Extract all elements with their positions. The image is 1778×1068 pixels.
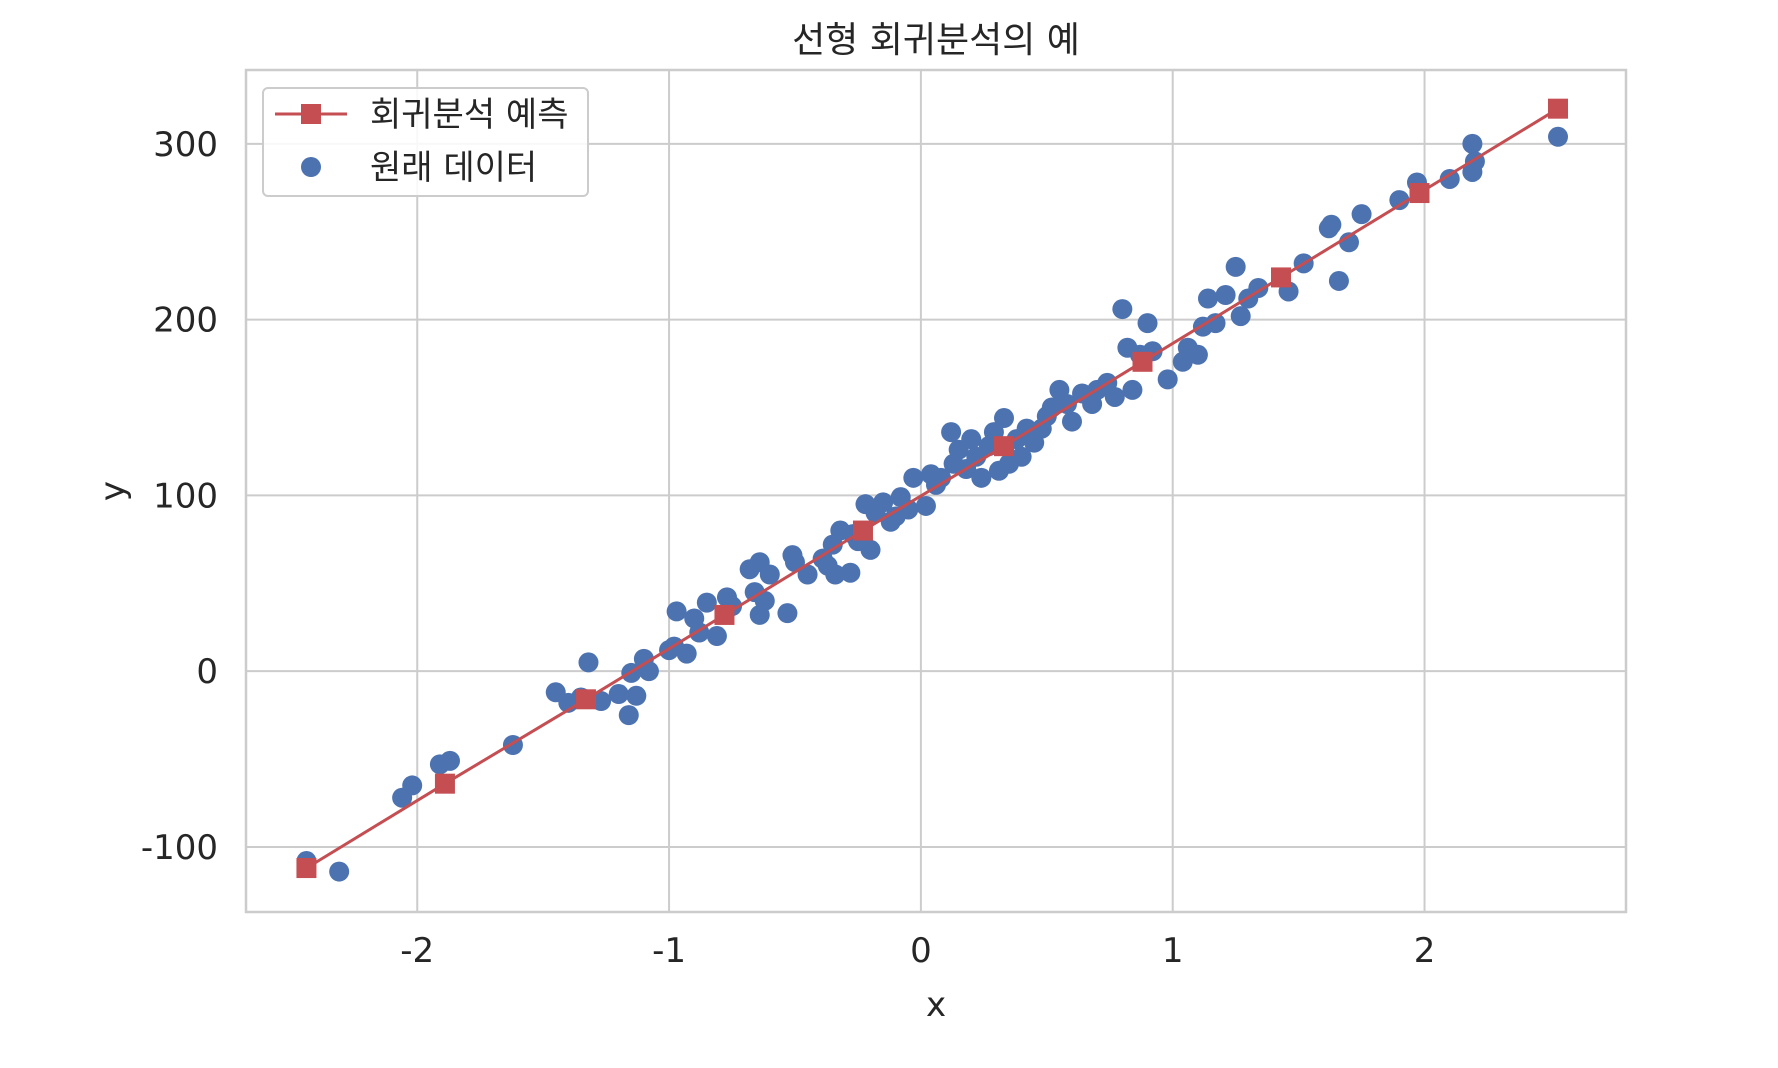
data-point [1230,306,1251,327]
data-point [618,705,639,726]
data-point [1439,168,1460,189]
data-point [1328,270,1349,291]
legend-circle-marker [301,157,321,177]
prediction-marker [434,773,455,794]
data-point [754,590,775,611]
data-point [1056,393,1077,414]
data-point [666,601,687,622]
prediction-marker [993,436,1014,457]
y-tick-label: 0 [196,652,218,692]
series-layer [296,98,1569,882]
data-point [898,499,919,520]
data-point [1389,190,1410,211]
data-point [961,429,982,450]
data-point [1548,126,1569,147]
data-point [1321,214,1342,235]
data-point [1225,256,1246,277]
prediction-marker [1271,267,1291,288]
prediction-marker [714,604,735,625]
y-tick-label: 200 [153,301,218,341]
data-point [993,408,1014,429]
y-tick-label: 300 [153,125,218,165]
data-point [1462,133,1483,154]
regression-line [305,107,1559,870]
plot-area-frame [244,68,1628,914]
y-tick-label: 100 [153,476,218,516]
data-point [1187,344,1208,365]
legend-label-original: 원래 데이터 [370,148,537,188]
x-axis-label: x [926,985,946,1025]
data-point [402,775,423,796]
data-point [903,467,924,488]
data-point [797,564,818,585]
data-point [626,685,647,706]
legend-label-prediction: 회귀분석 예측 [370,95,569,135]
data-point [706,626,727,647]
data-point [696,592,717,613]
data-point [1061,411,1082,432]
data-point [915,495,936,516]
prediction-marker [296,858,317,879]
data-point [638,661,659,682]
data-point [777,603,798,624]
data-point [971,467,992,488]
data-point [1011,446,1032,467]
data-point [840,562,861,583]
data-point [1197,288,1218,309]
data-point [931,467,952,488]
data-point [860,539,881,560]
x-tick-label: 1 [1162,931,1184,971]
prediction-marker [852,520,873,541]
data-point [1112,299,1133,320]
y-tick-label: -100 [141,828,218,868]
data-point [873,492,894,513]
data-point [759,564,780,585]
data-point [1205,313,1226,334]
data-point [591,691,612,712]
data-point [1137,313,1158,334]
data-point [1351,204,1372,225]
data-point [676,643,697,664]
data-point [1122,379,1143,400]
tick-labels: -2 -1 0 1 2 -100 0 100 200 300 [141,125,1436,971]
grid [246,70,1626,912]
prediction-marker [1409,183,1430,204]
prediction-marker [1548,98,1569,119]
data-point [578,652,599,673]
y-axis-label: y [93,481,133,501]
data-point [1104,386,1125,407]
legend-square-marker [301,104,321,124]
prediction-marker [1132,351,1153,372]
data-point [329,861,350,882]
x-tick-label: -2 [400,931,434,971]
data-point [608,684,629,705]
data-point [439,750,460,771]
legend: 회귀분석 예측 원래 데이터 [262,87,589,197]
data-point [1215,285,1236,306]
x-tick-label: 0 [910,931,932,971]
data-point [941,422,962,443]
prediction-marker [575,689,596,710]
chart-title: 선형 회귀분석의 예 [792,20,1080,61]
x-tick-label: 2 [1414,931,1436,971]
data-point [784,552,805,573]
data-point [1157,369,1178,390]
data-point [825,564,846,585]
x-tick-label: -1 [652,931,686,971]
